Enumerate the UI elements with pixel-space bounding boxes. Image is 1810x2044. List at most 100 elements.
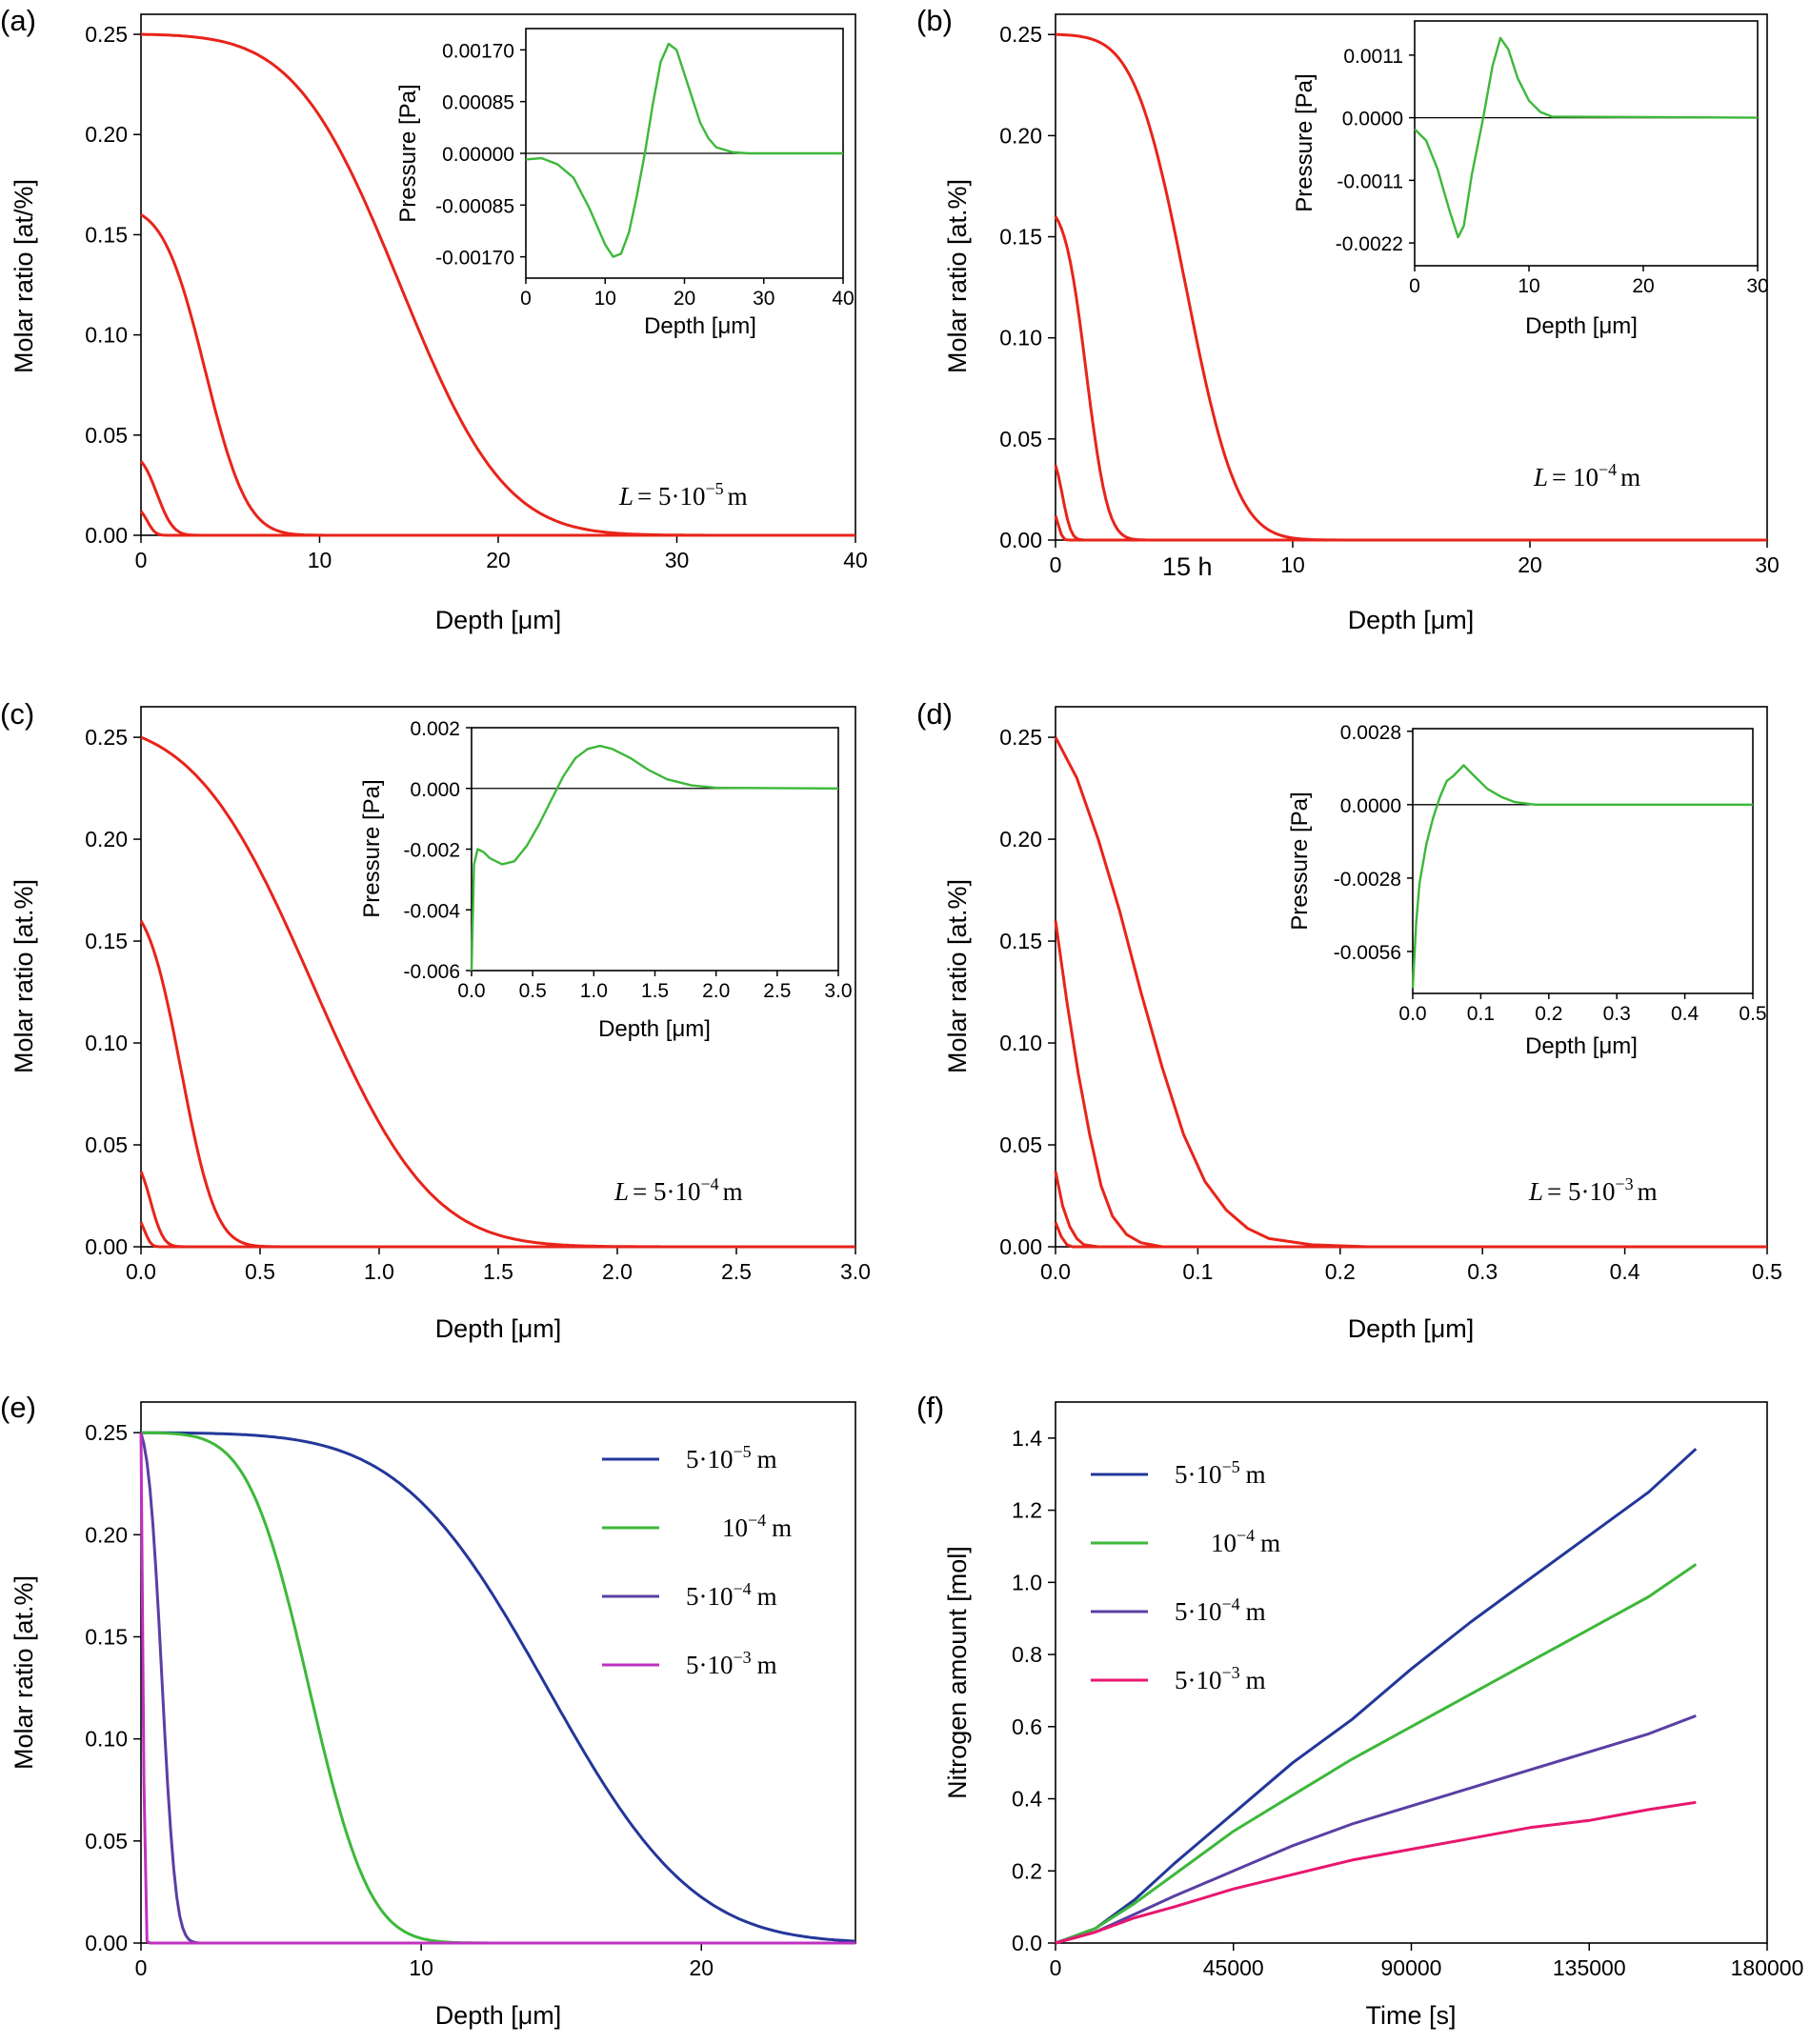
legend-label: 10−4 m [1211, 1526, 1280, 1557]
main-ytick-label: 1.2 [1012, 1498, 1042, 1523]
main-ytick-label: 0.2 [1012, 1858, 1042, 1883]
main-xtick-label: 0.3 [1467, 1259, 1498, 1284]
main-xtick-label: 0.1 [1182, 1259, 1213, 1284]
inset-xtick-label: 20 [1632, 275, 1654, 297]
legend-label: 5·10−4 m [1175, 1594, 1266, 1626]
inset-y-axis-title: Pressure [Pa] [359, 779, 385, 917]
inset-xtick-label: 0.5 [1739, 1003, 1766, 1025]
y-axis-title: Molar ratio [at.%] [10, 879, 38, 1073]
main-ytick-label: 0.15 [999, 225, 1042, 250]
main-xtick-label: 90000 [1381, 1955, 1442, 1980]
inset-bg [472, 728, 838, 971]
x-axis-title: Depth [μm] [1348, 1314, 1475, 1343]
main-ytick-label: 0.25 [85, 725, 128, 750]
panel-c: (c) 0.0 0.5 1.0 1.5 2.0 2.5 3.0 0.00 0.05 0.10 0.15… [0, 697, 871, 1343]
main-xtick-label: 10 [308, 548, 332, 572]
y-axis-title: Molar ratio [at.%] [943, 179, 972, 373]
inset-xtick-label: 40 [832, 288, 854, 310]
inset-ytick-label: 0.0000 [1342, 109, 1403, 130]
main-ytick-label: 0.00 [85, 523, 128, 548]
main-xtick-label: 3.0 [840, 1259, 871, 1284]
inset-bg [1413, 729, 1753, 993]
main-ytick-label: 0.10 [85, 323, 128, 348]
main-ytick-label: 0.05 [85, 1132, 128, 1157]
inset-ytick-label: 0.0011 [1343, 46, 1403, 68]
main-ytick-label: 0.10 [999, 326, 1042, 351]
main-xtick-label: 20 [689, 1955, 714, 1980]
main-xtick-label: 1.5 [483, 1259, 513, 1284]
main-xtick-label: 180000 [1731, 1955, 1804, 1980]
main-ytick-label: 1.0 [1012, 1570, 1042, 1594]
panel-e: (e) 0 10 20 0.00 0.05 0.10 0.15 0.20 0.25 Depth [μ… [0, 1391, 856, 2030]
inset-xtick-label: 10 [594, 288, 616, 310]
inset-ytick-label: 0.00000 [442, 144, 514, 166]
series-line [1054, 1171, 1767, 1249]
main-ytick-label: 0.15 [85, 1624, 128, 1649]
inset-xtick-label: 20 [674, 288, 695, 310]
main-ytick-label: 0.10 [999, 1031, 1042, 1055]
series-line [1055, 1448, 1698, 1945]
inset-xtick-label: 0.5 [519, 980, 547, 1002]
main-ytick-label: 0.0 [1012, 1931, 1042, 1955]
legend-label: 10−4 m [722, 1511, 792, 1542]
inset-xtick-label: 3.0 [824, 980, 852, 1002]
x-axis-title: Depth [μm] [435, 606, 562, 634]
main-xtick-label: 0.0 [126, 1259, 156, 1284]
series-line [1054, 465, 1767, 542]
main-xtick-label: 1.0 [364, 1259, 394, 1284]
main-ytick-label: 0.25 [999, 725, 1042, 750]
inset-y-axis-title: Pressure [Pa] [395, 84, 421, 222]
panel-label: (b) [916, 4, 953, 37]
inset-ytick-label: -0.00085 [435, 195, 514, 217]
inset-xtick-label: 0.0 [457, 980, 485, 1002]
inset: 0 10 20 30 40 -0.00170 -0.00085 0.00000 0.00085 0… [395, 28, 855, 339]
inset-xtick-label: 1.5 [641, 980, 669, 1002]
main-ytick-label: 0.20 [999, 827, 1042, 852]
main-xtick-label: 20 [1518, 552, 1542, 577]
main-xtick-label: 0.0 [1040, 1259, 1071, 1284]
main-xtick-label: 0.5 [245, 1259, 275, 1284]
main-ytick-label: 0.6 [1012, 1714, 1042, 1739]
main-ytick-label: 0.00 [85, 1234, 128, 1259]
series-line [139, 460, 855, 537]
inset-ytick-label: 0.000 [410, 779, 460, 801]
inset: 0.0 0.1 0.2 0.3 0.4 0.5 -0.0056 -0.0028 0.0000 0.… [1287, 722, 1767, 1059]
inset-pressure-line [525, 42, 843, 258]
inset-ytick-label: -0.00170 [435, 248, 514, 270]
main-ytick-label: 0.00 [999, 528, 1042, 552]
legend-label: 5·10−5 m [686, 1442, 777, 1473]
panel-label: (f) [916, 1391, 944, 1424]
series-line [141, 1431, 855, 1945]
main-xtick-label: 2.5 [721, 1259, 752, 1284]
inset-x-axis-title: Depth [μm] [598, 1016, 711, 1042]
length-annotation: L = 5·10−3 m [1528, 1174, 1658, 1206]
main-ytick-label: 0.00 [85, 1931, 128, 1955]
main-ytick-label: 0.20 [85, 827, 128, 852]
main-ytick-label: 0.15 [999, 929, 1042, 953]
inset-xtick-label: 10 [1518, 275, 1539, 297]
main-ytick-label: 0.8 [1012, 1642, 1042, 1667]
main-ytick-label: 1.4 [1012, 1426, 1042, 1451]
inset-xtick-label: 2.5 [763, 980, 791, 1002]
inset-y-axis-title: Pressure [Pa] [1292, 73, 1317, 211]
main-ytick-label: 0.15 [85, 929, 128, 953]
main-xtick-label: 45000 [1203, 1955, 1264, 1980]
main-ytick-label: 0.25 [85, 22, 128, 47]
series-line [1055, 1713, 1697, 1945]
inset-ytick-label: 0.00085 [442, 92, 514, 114]
inset-ytick-label: 0.0000 [1340, 795, 1401, 817]
legend: 5·10−5 m 10−4 m 5·10−4 m 5·10−3 m [602, 1442, 792, 1679]
inset-xtick-label: 1.0 [580, 980, 608, 1002]
main-xtick-label: 30 [665, 548, 690, 572]
series-line [1055, 1563, 1698, 1945]
main-xtick-label: 0 [135, 1955, 148, 1980]
main-xtick-label: 10 [1280, 552, 1305, 577]
inset-pressure-line [1414, 36, 1759, 239]
panel-label: (d) [916, 697, 953, 731]
main-xtick-label: 20 [486, 548, 511, 572]
series-line [1054, 736, 1767, 1249]
inset: 0.0 0.5 1.0 1.5 2.0 2.5 3.0 -0.006 -0.004 -0.002 0… [359, 718, 853, 1042]
length-annotation: L = 5·10−4 m [613, 1174, 743, 1206]
main-ytick-label: 0.20 [999, 123, 1042, 148]
x-axis-title: Time [s] [1365, 2001, 1456, 2030]
